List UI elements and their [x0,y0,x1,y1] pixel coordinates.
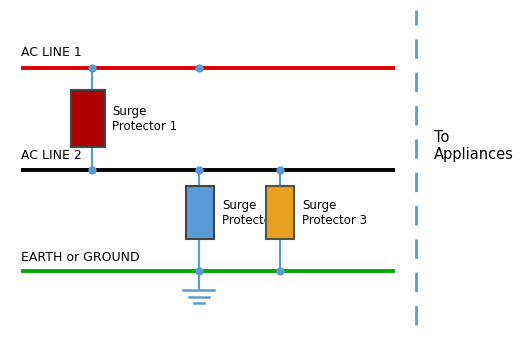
Text: Surge
Protector 3: Surge Protector 3 [302,199,367,227]
Text: AC LINE 2: AC LINE 2 [21,149,82,162]
Bar [266,186,294,239]
Text: Surge
Protector 1: Surge Protector 1 [112,105,178,133]
Bar [186,186,214,239]
Text: To
Appliances: To Appliances [434,129,514,162]
Text: Surge
Protector 2: Surge Protector 2 [222,199,288,227]
Bar [71,90,105,147]
Text: EARTH or GROUND: EARTH or GROUND [21,251,140,264]
Text: AC LINE 1: AC LINE 1 [21,46,82,59]
